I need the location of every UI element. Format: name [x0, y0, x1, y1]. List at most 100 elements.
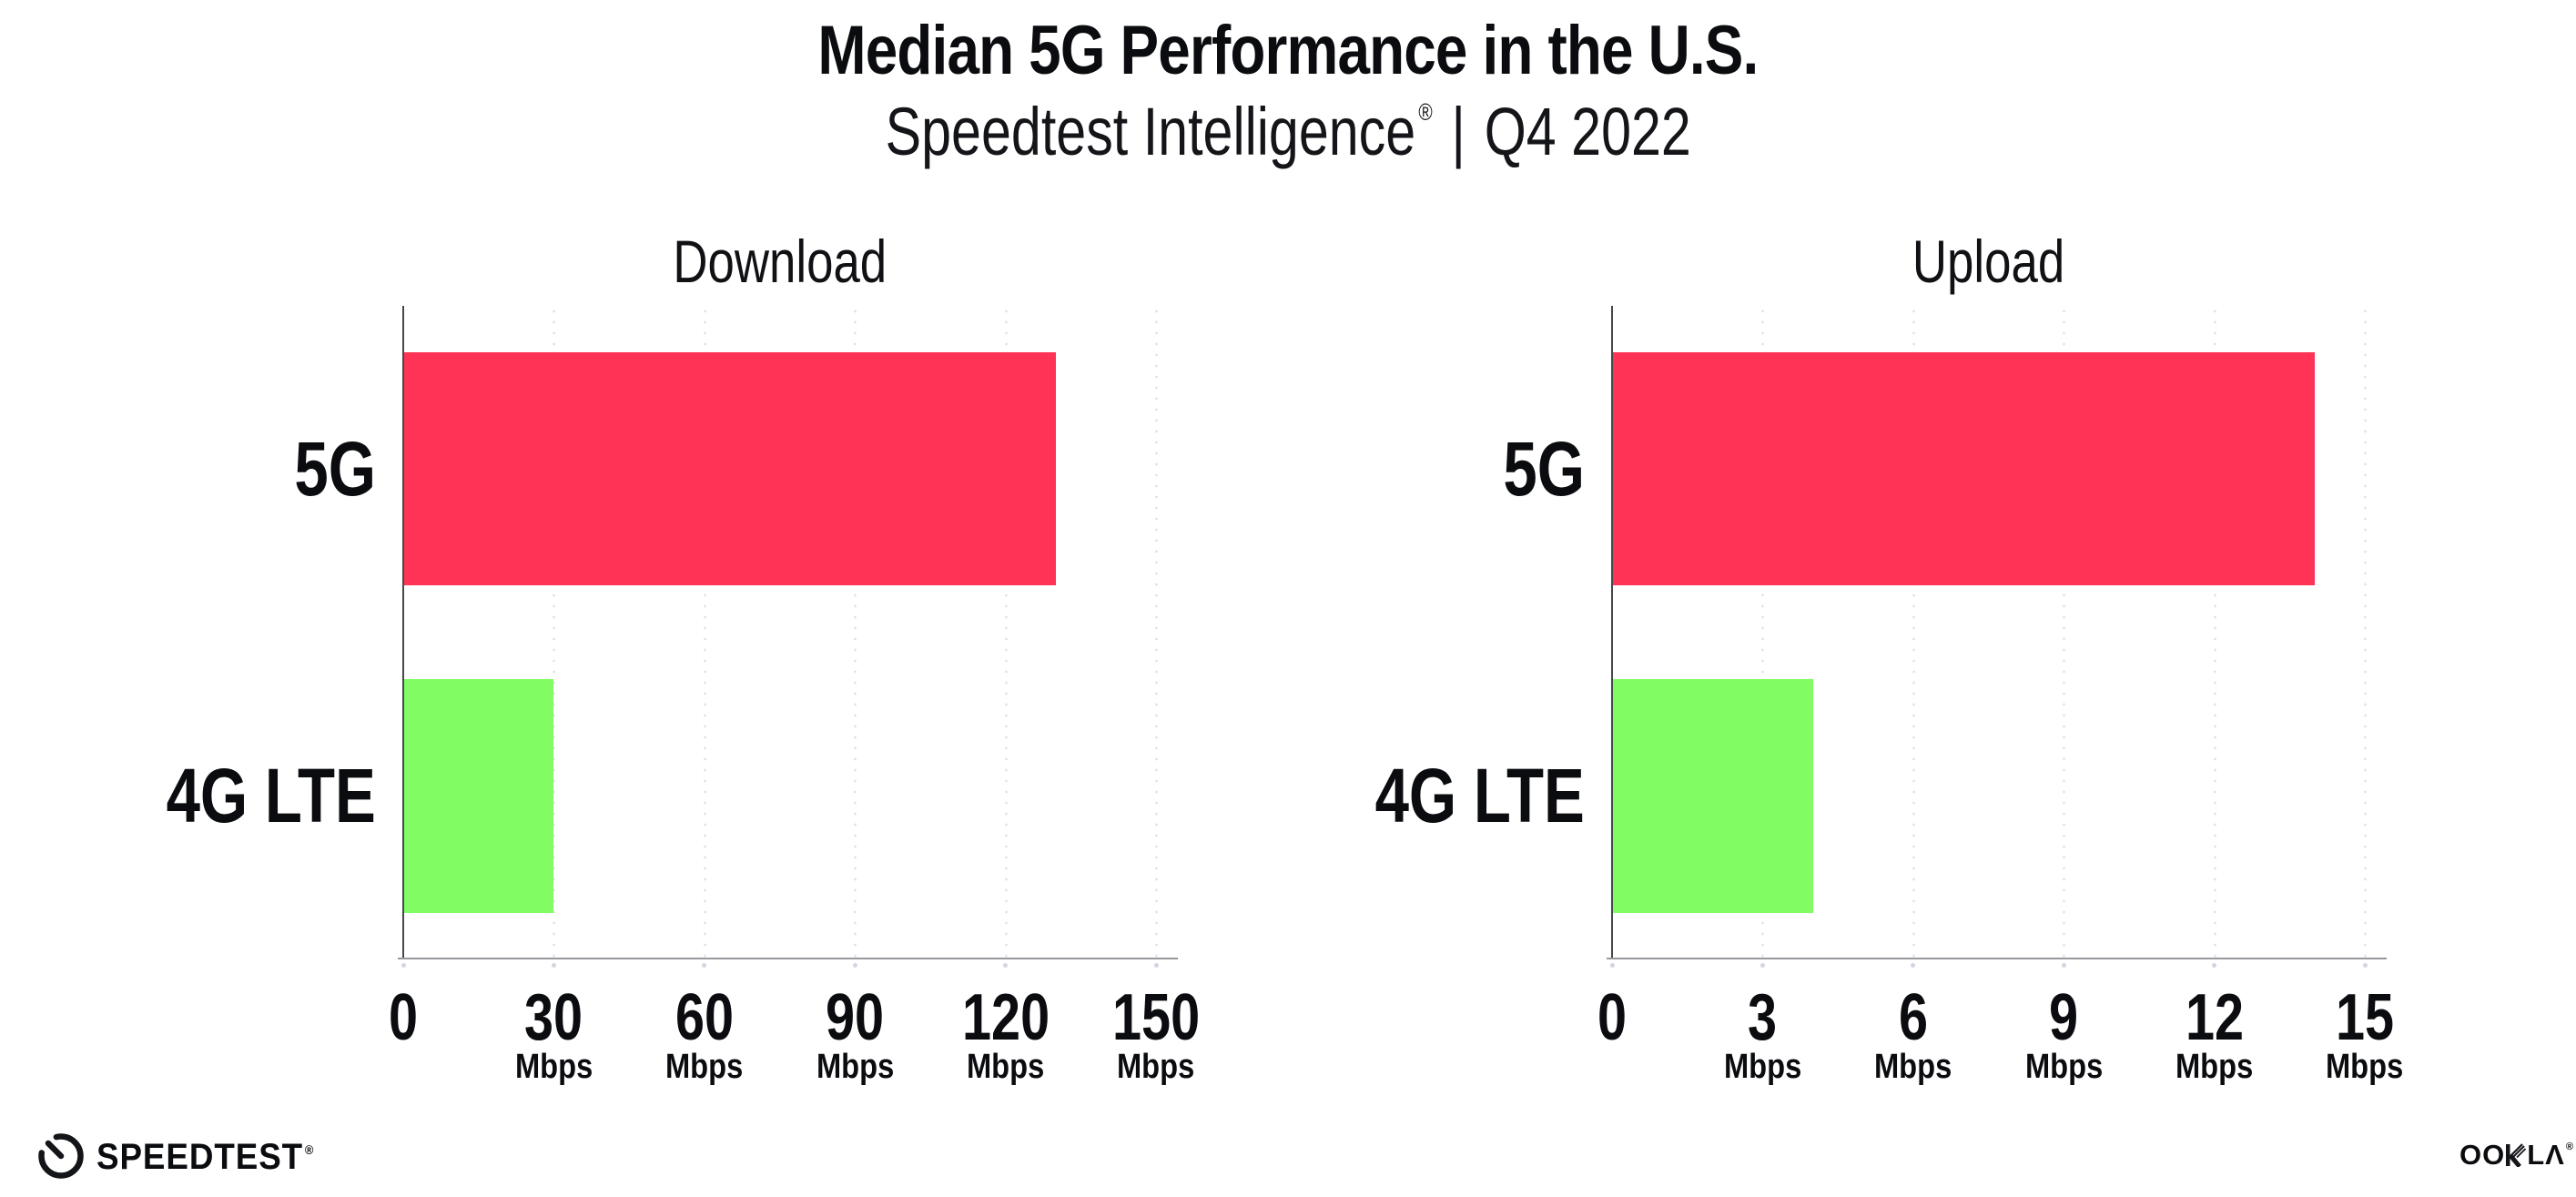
x-tick-label-15: 15: [2274, 985, 2456, 1050]
x-tick-unit: Mbps: [614, 1049, 796, 1085]
x-tick-label-150: 150: [1065, 985, 1247, 1050]
x-tick-unit-text: Mbps: [1117, 1048, 1195, 1086]
x-tick-value: 60: [674, 981, 734, 1054]
x-tick-label-12: 12: [2124, 985, 2306, 1050]
x-tick-unit: Mbps: [915, 1049, 1097, 1085]
registered-mark: ®: [1418, 98, 1433, 126]
x-tick-unit-text: Mbps: [2175, 1048, 2254, 1086]
subtitle-separator: |: [1451, 94, 1465, 169]
chart-title-text: Download: [673, 228, 887, 295]
ookla-text-left: OO: [2459, 1139, 2506, 1171]
bar-4g-lte: [1612, 679, 1813, 913]
x-tick-unit-text: Mbps: [1723, 1048, 1802, 1086]
x-tick-mark: [1609, 963, 1615, 968]
x-tick-unit-text: Mbps: [2024, 1048, 2103, 1086]
x-tick-value: 9: [2049, 981, 2079, 1054]
speedtest-logo: [35, 1129, 87, 1186]
x-tick-unit-text: Mbps: [2326, 1048, 2404, 1086]
x-tick-value: 3: [1748, 981, 1778, 1054]
chart-title-text: Upload: [1912, 228, 2065, 295]
x-tick-unit: Mbps: [1065, 1049, 1247, 1085]
x-tick-value: 6: [1898, 981, 1928, 1054]
x-tick-mark: [2362, 963, 2368, 968]
y-tick-text: 5G: [1503, 426, 1585, 512]
ookla-k-icon: [2506, 1143, 2527, 1167]
x-axis: [398, 958, 1178, 959]
subtitle-text: Speedtest Intelligence ® | Q4 2022: [885, 93, 1690, 186]
x-tick-mark: [1003, 963, 1009, 968]
x-tick-label-6: 6: [1822, 985, 2004, 1050]
x-tick-label-0: 0: [312, 985, 494, 1050]
gridline-150-mbps: [1155, 306, 1158, 959]
x-tick-mark: [1911, 963, 1916, 968]
ookla-text-right: LΛ: [2527, 1139, 2565, 1171]
ookla-logo: OO LΛ ®: [2459, 1140, 2574, 1171]
x-tick-label-9: 9: [1973, 985, 2155, 1050]
x-tick-value: 30: [524, 981, 583, 1054]
x-tick-value: 12: [2185, 981, 2244, 1054]
y-tick-label-4g-lte: 4G LTE: [103, 755, 376, 837]
chart-title-upload: Upload: [1612, 228, 2365, 295]
x-tick-unit: Mbps: [462, 1049, 644, 1085]
gridline-3-mbps: [1761, 306, 1765, 959]
x-tick-mark: [702, 963, 707, 968]
x-tick-unit: Mbps: [2124, 1049, 2306, 1085]
page-title: Median 5G Performance in the U.S.: [817, 12, 1759, 89]
gridline-12-mbps: [2213, 306, 2216, 959]
x-tick-value: 0: [388, 981, 419, 1054]
x-tick-unit: Mbps: [1671, 1049, 1853, 1085]
x-tick-unit: Mbps: [764, 1049, 946, 1085]
x-tick-unit-text: Mbps: [966, 1048, 1045, 1086]
y-tick-text: 4G LTE: [166, 753, 376, 838]
bar-4g-lte: [403, 679, 554, 913]
y-tick-text: 4G LTE: [1374, 753, 1585, 838]
x-tick-mark: [401, 963, 406, 968]
gridline-30-mbps: [553, 306, 556, 959]
x-tick-unit: Mbps: [2274, 1049, 2456, 1085]
subtitle-period: Q4 2022: [1484, 94, 1691, 169]
x-tick-label-120: 120: [915, 985, 1097, 1050]
chart-title-download: Download: [403, 228, 1156, 295]
x-tick-label-30: 30: [462, 985, 644, 1050]
x-tick-unit: Mbps: [1822, 1049, 2004, 1085]
x-tick-unit-text: Mbps: [816, 1048, 894, 1086]
x-tick-value: 0: [1597, 981, 1628, 1054]
x-tick-mark: [551, 963, 556, 968]
y-tick-text: 5G: [294, 426, 376, 512]
speedtest-gauge-icon: [38, 1133, 84, 1179]
x-tick-mark: [1153, 963, 1159, 968]
gridline-15-mbps: [2364, 306, 2367, 959]
x-tick-value: 90: [826, 981, 885, 1054]
x-tick-mark: [1760, 963, 1765, 968]
x-tick-value: 150: [1111, 981, 1201, 1054]
x-tick-mark: [2061, 963, 2066, 968]
x-tick-unit-text: Mbps: [1874, 1048, 1952, 1086]
y-tick-label-5g: 5G: [1312, 428, 1585, 510]
speedtest-wordmark: SPEEDTEST ®: [96, 1137, 315, 1177]
subtitle-brand: Speedtest Intelligence: [885, 94, 1415, 169]
x-tick-unit-text: Mbps: [514, 1048, 593, 1086]
x-tick-label-3: 3: [1671, 985, 1853, 1050]
speedtest-registered-mark: ®: [304, 1142, 315, 1157]
x-axis: [1607, 958, 2387, 959]
gridline-6-mbps: [1912, 306, 1915, 959]
x-tick-mark: [2212, 963, 2217, 968]
ookla-registered-mark: ®: [2565, 1141, 2574, 1152]
gridline-120-mbps: [1004, 306, 1008, 959]
x-tick-label-90: 90: [764, 985, 946, 1050]
x-tick-value: 15: [2335, 981, 2395, 1054]
y-tick-label-5g: 5G: [103, 428, 376, 510]
x-tick-mark: [852, 963, 857, 968]
x-tick-value: 120: [961, 981, 1050, 1054]
x-tick-unit: Mbps: [1973, 1049, 2155, 1085]
y-axis: [402, 306, 404, 959]
gridline-60-mbps: [703, 306, 706, 959]
x-tick-label-0: 0: [1521, 985, 1703, 1050]
y-axis: [1611, 306, 1613, 959]
x-tick-unit-text: Mbps: [665, 1048, 744, 1086]
bar-5g: [403, 352, 1056, 585]
bar-5g: [1612, 352, 2315, 585]
page-subtitle: Speedtest Intelligence ® | Q4 2022: [0, 93, 2576, 186]
gridline-90-mbps: [854, 306, 857, 959]
